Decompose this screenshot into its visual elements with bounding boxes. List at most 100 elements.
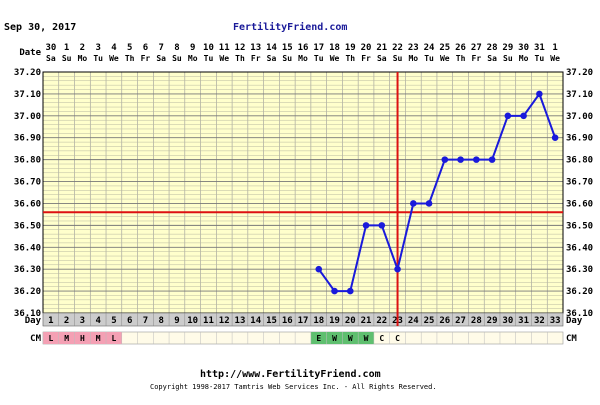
day-number: 28	[471, 316, 482, 326]
y-tick-label: 37.20	[14, 68, 41, 78]
temperature-point	[410, 200, 417, 207]
temperature-point	[346, 287, 354, 295]
date-row-label: Date	[19, 48, 41, 58]
y-tick-label: 36.60	[566, 199, 593, 209]
y-tick-label: 37.10	[14, 90, 41, 100]
y-tick-label: 36.90	[14, 134, 41, 144]
day-of-week: Sa	[267, 54, 277, 63]
y-tick-label: 36.70	[14, 178, 41, 188]
date-number: 28	[487, 43, 498, 53]
date-number: 8	[174, 43, 179, 53]
y-tick-label: 36.30	[14, 265, 41, 275]
y-tick-label: 36.20	[566, 287, 593, 297]
date-number: 18	[329, 43, 340, 53]
date-number: 20	[361, 43, 372, 53]
day-number: 21	[361, 316, 372, 326]
day-of-week: Sa	[46, 54, 56, 63]
day-number: 8	[158, 316, 163, 326]
day-of-week: Su	[172, 54, 182, 63]
cm-cell-fill	[58, 332, 75, 344]
footer-url[interactable]: http://www.FertilityFriend.com	[200, 369, 381, 380]
day-number: 12	[219, 316, 230, 326]
date-number: 26	[455, 43, 466, 53]
date-number: 4	[111, 43, 117, 53]
day-of-week: Mo	[519, 54, 529, 63]
temperature-point	[378, 222, 386, 229]
date-number: 29	[502, 43, 513, 53]
date-number: 23	[408, 43, 419, 53]
date-number: 19	[345, 43, 356, 53]
day-number: 27	[455, 316, 466, 326]
day-of-week: Sa	[487, 54, 497, 63]
day-of-week: We	[440, 54, 450, 63]
day-of-week: Tu	[535, 54, 545, 63]
date-number: 1	[552, 43, 557, 53]
y-tick-label: 36.20	[14, 287, 41, 297]
cm-row-label: CM	[30, 334, 41, 344]
temperature-point	[473, 156, 480, 163]
temperature-point	[362, 222, 370, 229]
day-of-week: Su	[503, 54, 513, 63]
date-number: 30	[518, 43, 529, 53]
temperature-point	[315, 265, 323, 273]
y-tick-label: 36.10	[14, 309, 41, 319]
day-of-week: Fr	[361, 54, 371, 63]
temperature-point	[394, 265, 401, 273]
date-number: 12	[235, 43, 246, 53]
day-number: 31	[518, 316, 529, 326]
temperature-point	[441, 156, 449, 163]
temperature-point	[488, 156, 496, 163]
date-number: 15	[282, 43, 293, 53]
y-tick-label: 36.40	[14, 243, 41, 253]
day-number: 5	[111, 316, 116, 326]
day-row-label: Day	[25, 316, 42, 326]
date-number: 6	[143, 43, 148, 53]
y-tick-label: 37.00	[566, 112, 593, 122]
day-number: 19	[329, 316, 340, 326]
y-tick-label: 36.50	[14, 221, 41, 231]
cm-cell-fill	[326, 332, 343, 344]
date-number: 31	[534, 43, 545, 53]
cm-value: L	[48, 334, 53, 343]
temperature-point	[536, 90, 543, 98]
date-number: 24	[424, 43, 435, 53]
date-number: 30	[45, 43, 56, 53]
day-number: 20	[345, 316, 356, 326]
day-of-week: We	[219, 54, 229, 63]
cm-value: W	[348, 334, 353, 343]
day-of-week: We	[550, 54, 560, 63]
day-of-week: Mo	[298, 54, 308, 63]
plot-area	[43, 72, 563, 313]
day-of-week: Fr	[251, 54, 261, 63]
day-of-week: Fr	[141, 54, 151, 63]
day-number: 2	[64, 316, 69, 326]
y-tick-label: 36.50	[566, 221, 593, 231]
day-number: 29	[487, 316, 498, 326]
day-of-week: Th	[456, 54, 466, 63]
day-of-week: Th	[125, 54, 135, 63]
site-name[interactable]: FertilityFriend.com	[233, 22, 348, 33]
cm-value: E	[316, 334, 321, 343]
y-tick-label: 37.20	[566, 68, 593, 78]
y-tick-label: 36.30	[566, 265, 593, 275]
cm-value: M	[64, 334, 69, 343]
cm-cell-fill	[74, 332, 91, 344]
y-tick-label: 36.80	[566, 156, 593, 166]
temperature-point	[457, 156, 464, 163]
day-of-week: Su	[62, 54, 72, 63]
day-number: 32	[534, 316, 545, 326]
day-of-week: Th	[235, 54, 245, 63]
cm-cell-fill	[310, 332, 327, 344]
day-number: 25	[424, 316, 435, 326]
day-number: 4	[95, 316, 101, 326]
cm-row-label: CM	[566, 334, 577, 344]
day-number: 9	[174, 316, 179, 326]
day-number: 17	[298, 316, 309, 326]
cm-cell-fill	[106, 332, 122, 344]
day-number: 1	[48, 316, 53, 326]
day-number: 26	[439, 316, 450, 326]
day-number: 33	[550, 316, 561, 326]
day-of-week: Tu	[314, 54, 324, 63]
y-tick-label: 36.70	[566, 178, 593, 188]
